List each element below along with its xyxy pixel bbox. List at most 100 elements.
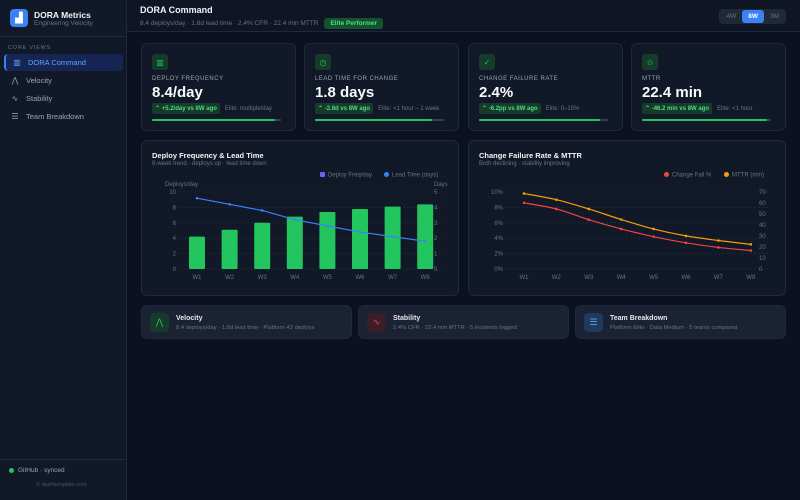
sidebar-item-team-breakdown[interactable]: ☰ Team Breakdown <box>4 108 123 125</box>
y-tick-label: 8 <box>173 205 177 211</box>
footer-credit: © dashtemplate.com <box>36 482 87 488</box>
legend-label: Deploy Freq/day <box>328 173 372 179</box>
legend-swatch <box>664 172 669 177</box>
y2-axis-label: Days <box>434 182 448 188</box>
y-tick-label: 2% <box>494 252 503 258</box>
sidebar-item-velocity[interactable]: ⋀ Velocity <box>4 72 123 89</box>
y-tick-label: 10 <box>169 190 176 196</box>
logo-icon: ▟ <box>10 9 28 27</box>
sidebar-item-stability[interactable]: ∿ Stability <box>4 90 123 107</box>
range-4w[interactable]: 4W <box>726 13 737 20</box>
check-icon: ✓ <box>479 54 495 70</box>
data-point <box>522 201 526 205</box>
legend-swatch <box>320 172 325 177</box>
bar-chart-icon: ▥ <box>13 58 21 67</box>
divider <box>0 36 127 37</box>
data-point <box>619 227 623 231</box>
sync-status: GitHub · synced <box>9 467 65 474</box>
header: DORA Command 8.4 deploys/day · 1.8d lead… <box>127 0 800 32</box>
y2-tick-label: 70 <box>759 190 766 196</box>
x-tick-label: W4 <box>617 275 627 281</box>
deploy-lead-chart-card: Deploy Frequency & Lead Time 8-week tren… <box>141 140 459 296</box>
bar <box>221 229 238 269</box>
pulse-icon: ∿ <box>367 313 386 332</box>
y2-tick-label: 10 <box>759 256 766 262</box>
x-tick-label: W1 <box>193 275 203 281</box>
deploy-lead-chart: 0 2 4 6 8 10 0 1 2 3 4 5 W1 W2 W3 W4 W5 W6 W7 W8 Deploys/day… <box>165 172 448 281</box>
y-tick-label: 0 <box>173 267 177 273</box>
y2-tick-label: 5 <box>434 190 438 196</box>
series-line <box>196 197 426 242</box>
nav-card-team-breakdown[interactable]: ☰ Team Breakdown Platform Elite · Data M… <box>575 305 786 339</box>
kpi-delta-text: +5.2/day vs 8W ago <box>161 106 217 112</box>
y2-tick-label: 60 <box>759 201 766 207</box>
range-8w[interactable]: 8W <box>742 10 764 23</box>
series-line <box>523 202 751 252</box>
sidebar-item-label: Velocity <box>26 76 52 85</box>
sidebar-item-dora-command[interactable]: ▥ DORA Command <box>4 54 123 71</box>
series-line <box>523 192 751 245</box>
bar <box>189 236 205 269</box>
y-tick-label: 6 <box>173 221 177 227</box>
kpi-card: ✓ CHANGE FAILURE RATE 2.4% ⌃ -6.2pp vs 8… <box>468 43 623 131</box>
data-point <box>717 239 720 242</box>
kpi-progress-bar <box>479 119 608 121</box>
data-point <box>749 243 753 246</box>
y-tick-label: 10% <box>491 190 504 196</box>
kpi-value: 1.8 days <box>315 84 375 101</box>
range-3m[interactable]: 3M <box>769 13 779 20</box>
chart-title: Change Failure Rate & MTTR <box>479 151 582 160</box>
y-tick-label: 4 <box>173 236 177 242</box>
sync-status-text: GitHub · synced <box>18 467 65 474</box>
kpi-label: CHANGE FAILURE RATE <box>479 76 559 82</box>
data-point <box>652 235 655 238</box>
chart-subtitle: Both declining · stability improving <box>479 161 570 167</box>
nav-card-title: Velocity <box>176 315 203 322</box>
kpi-target: Elite: 0–15% <box>545 105 580 112</box>
trend-icon: ⋀ <box>11 76 19 85</box>
kpi-card: ▥ DEPLOY FREQUENCY 8.4/day ⌃ +5.2/day vs… <box>141 43 296 131</box>
sidebar-item-label: Stability <box>26 94 53 103</box>
y2-tick-label: 0 <box>434 267 438 273</box>
kpi-delta: ⌃ -2.8d vs 8W ago <box>315 103 374 114</box>
data-point <box>423 239 427 243</box>
kpi-card: ✩ MTTR 22.4 min ⌃ -46.2 min vs 8W ago Eli… <box>631 43 786 131</box>
kpi-progress-bar <box>152 119 281 121</box>
brand: ▟ DORA Metrics Engineering Velocity <box>10 9 93 27</box>
data-point <box>555 198 558 201</box>
y-tick-label: 6% <box>494 221 503 227</box>
y-tick-label: 8% <box>494 205 503 211</box>
kpi-label: MTTR <box>642 76 661 82</box>
y2-tick-label: 3 <box>434 221 438 227</box>
x-tick-label: W8 <box>746 275 756 281</box>
nav-card-velocity[interactable]: ⋀ Velocity 8.4 deploys/day · 1.8d lead t… <box>141 305 352 339</box>
data-point <box>358 230 362 234</box>
y-tick-label: 4% <box>494 236 503 242</box>
bar-chart-icon: ▥ <box>152 54 168 70</box>
data-point <box>326 224 329 228</box>
data-point <box>195 196 199 200</box>
y-tick-label: 0% <box>494 267 503 273</box>
nav-card-title: Stability <box>393 315 421 322</box>
kpi-label: LEAD TIME FOR CHANGE <box>315 76 399 82</box>
divider <box>0 459 127 460</box>
y2-tick-label: 2 <box>434 236 438 242</box>
kpi-delta-text: -6.2pp vs 8W ago <box>488 106 538 112</box>
data-point <box>587 207 591 211</box>
status-badge: Elite Performer <box>324 18 384 29</box>
x-tick-label: W5 <box>649 275 659 281</box>
cfr-mttr-chart-card: Change Failure Rate & MTTR Both declinin… <box>468 140 786 296</box>
y2-tick-label: 40 <box>759 223 766 229</box>
kpi-delta-text: -46.2 min vs 8W ago <box>651 106 710 112</box>
kpi-target: Elite: multiple/day <box>224 105 272 112</box>
nav-card-stability[interactable]: ∿ Stability 2.4% CFR · 22.4 min MTTR · 5… <box>358 305 569 339</box>
x-tick-label: W6 <box>356 275 366 281</box>
y2-tick-label: 4 <box>434 205 438 211</box>
kpi-delta-text: -2.8d vs 8W ago <box>324 106 371 112</box>
kpi-label: DEPLOY FREQUENCY <box>152 76 224 82</box>
page-subtitle: 8.4 deploys/day · 1.8d lead time · 2.4% … <box>140 20 319 27</box>
kpi-progress-bar <box>642 119 771 121</box>
x-tick-label: W2 <box>225 275 235 281</box>
bar <box>352 208 368 269</box>
x-tick-label: W4 <box>290 275 300 281</box>
